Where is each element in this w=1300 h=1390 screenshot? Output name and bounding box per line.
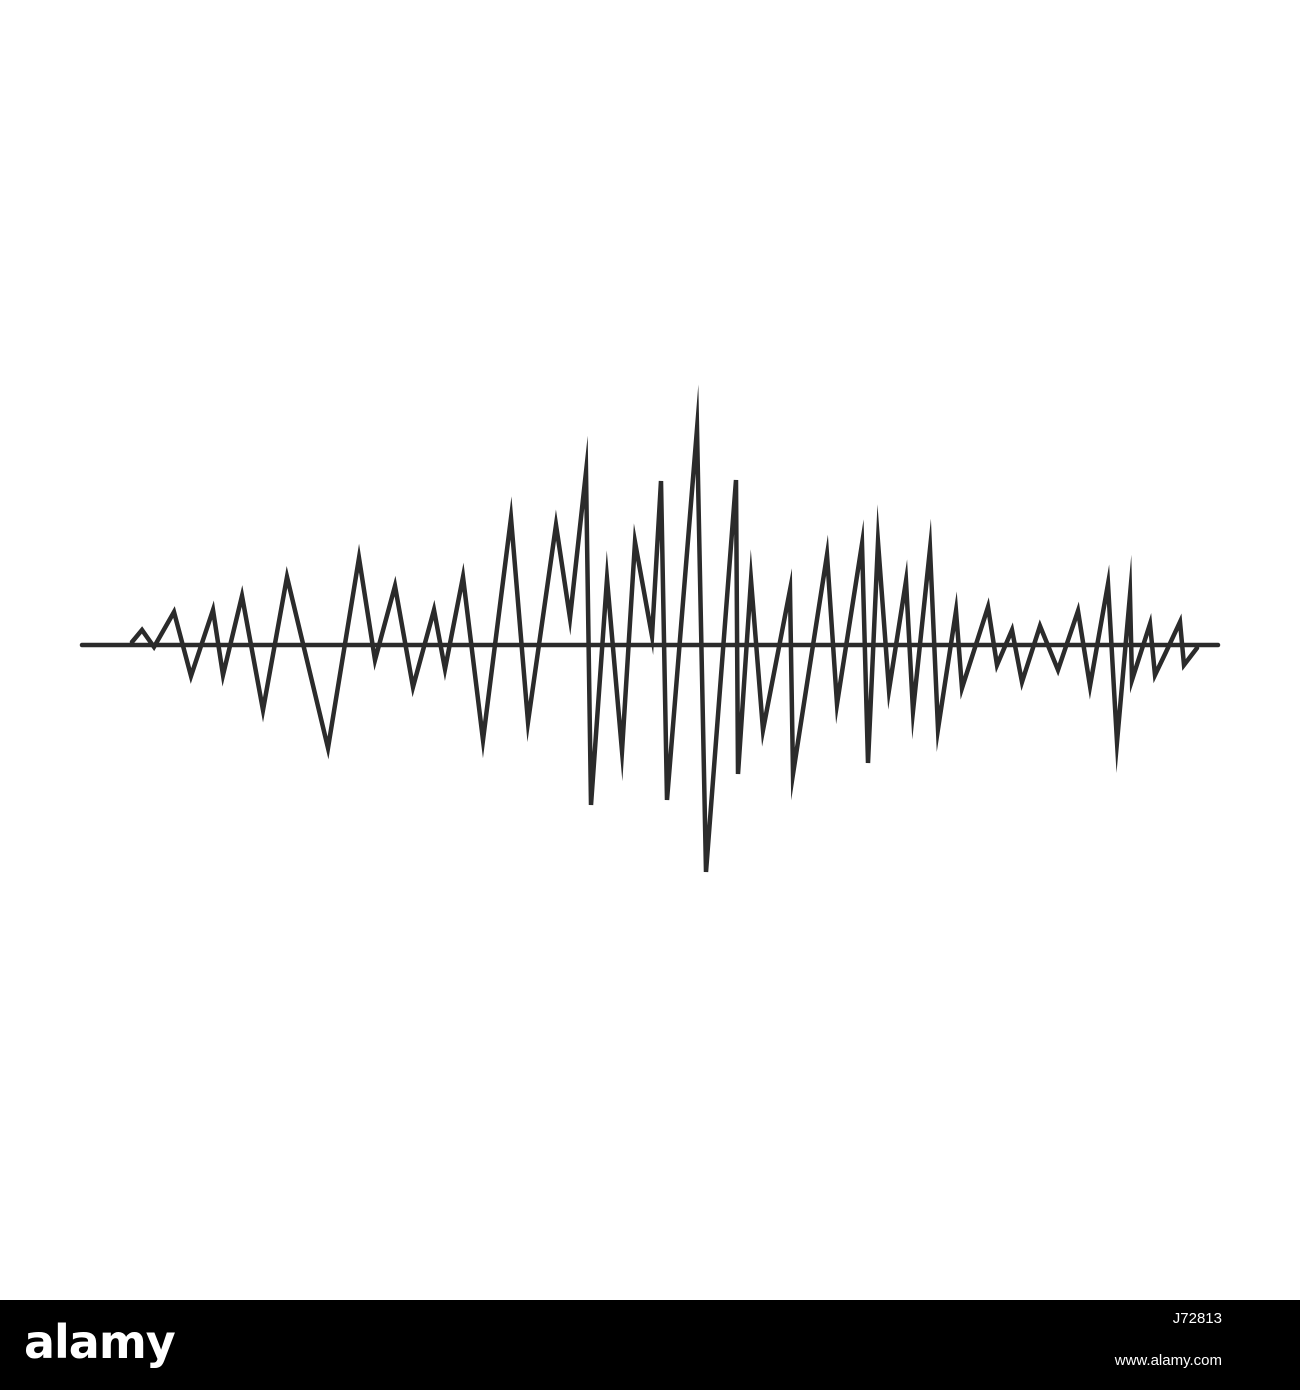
watermark-footer: alamy J72813 www.alamy.com bbox=[0, 1300, 1300, 1390]
site-url-label: www.alamy.com bbox=[1114, 1352, 1222, 1369]
image-id-label: J72813 bbox=[1172, 1310, 1222, 1327]
sound-wave-icon bbox=[79, 384, 1221, 873]
waveform-line bbox=[129, 384, 1200, 873]
brand-logo: alamy bbox=[24, 1315, 176, 1369]
